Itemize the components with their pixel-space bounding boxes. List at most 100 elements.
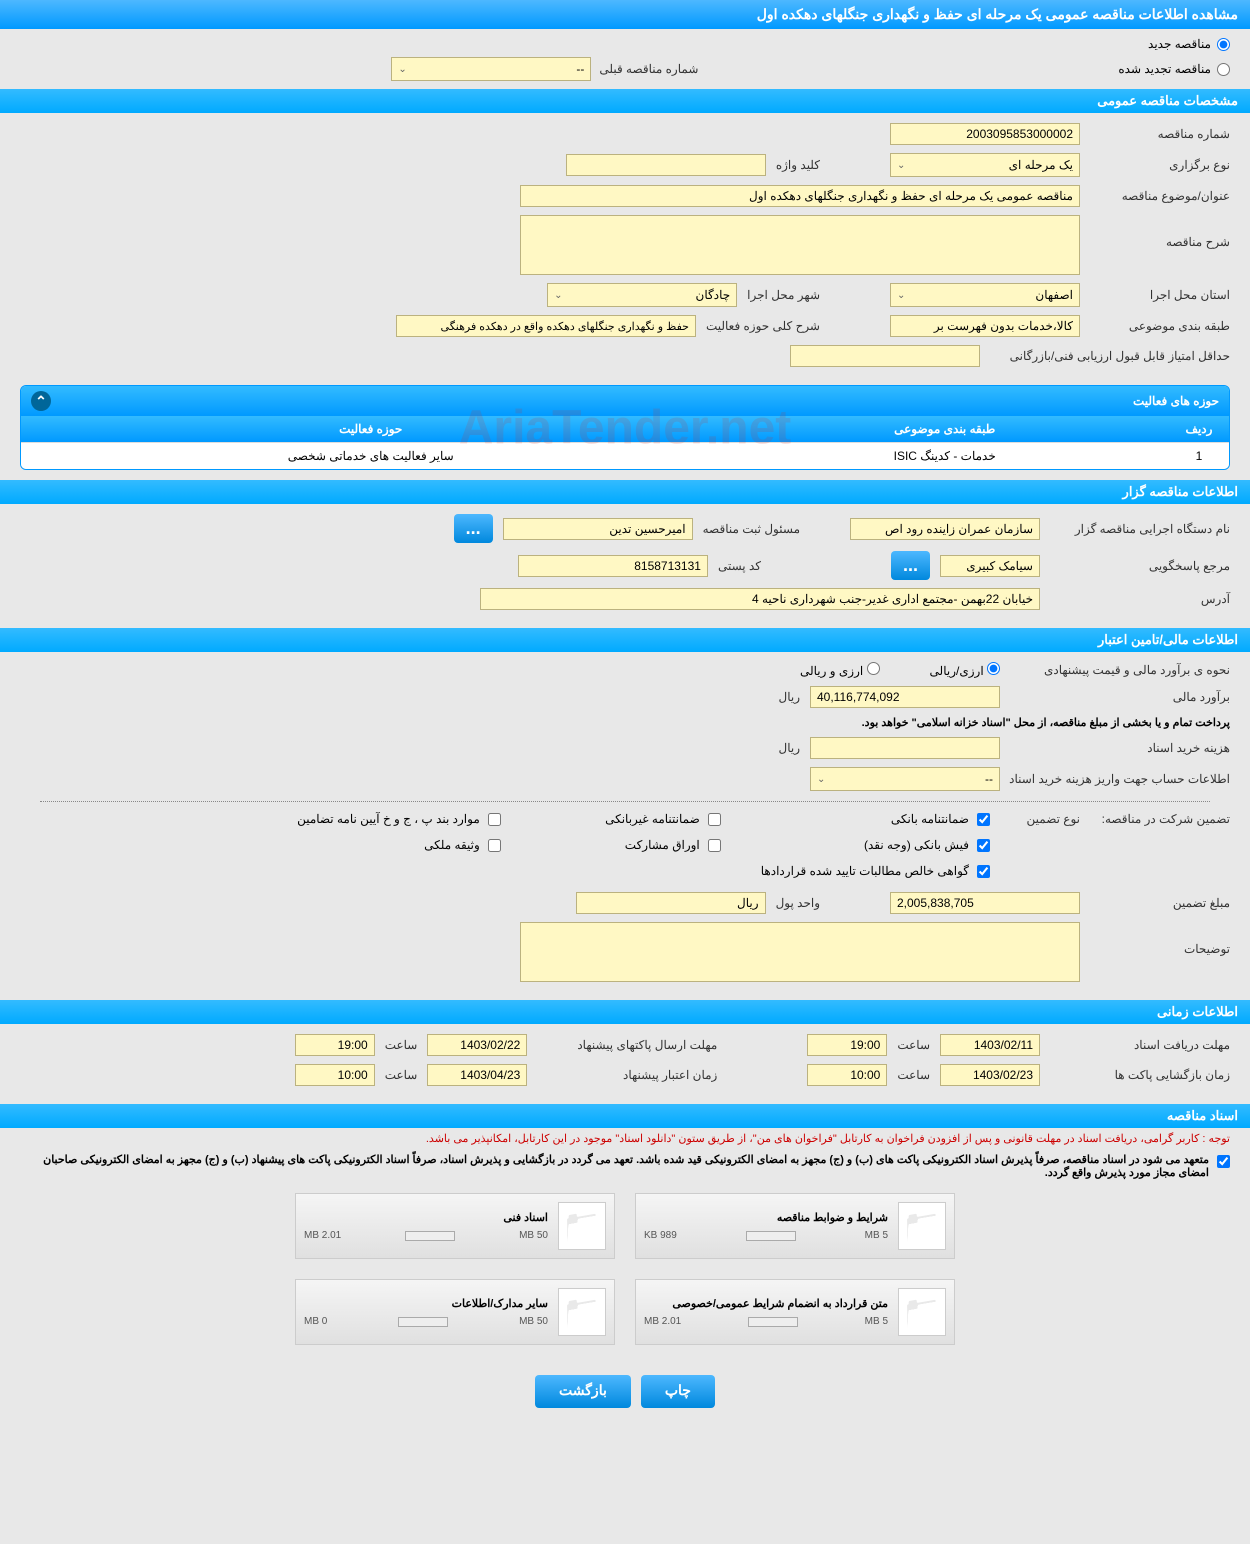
- doc-fee-account-select[interactable]: -- ⌄: [810, 767, 1000, 791]
- time-label-3: ساعت: [897, 1068, 930, 1082]
- col-category: طبقه بندی موضوعی: [720, 416, 1169, 443]
- doc-title: متن قرارداد به انضمام شرایط عمومی/خصوصی: [644, 1297, 888, 1310]
- province-value: اصفهان: [1035, 288, 1073, 302]
- more-button[interactable]: ...: [454, 514, 493, 543]
- section-documents-header: اسناد مناقصه: [0, 1104, 1250, 1128]
- section-organizer-header: اطلاعات مناقصه گزار: [0, 480, 1250, 504]
- postal-code-field: 8158713131: [518, 555, 708, 577]
- registrar-label: مسئول ثبت مناقصه: [703, 522, 800, 536]
- col-activity: حوزه فعالیت: [21, 416, 720, 443]
- folder-icon: [558, 1288, 606, 1336]
- responder-field: سیامک کبیری: [940, 555, 1040, 577]
- doc-size: 0 MB: [304, 1316, 327, 1327]
- doc-fee-field[interactable]: [810, 737, 1000, 759]
- min-score-label: حداقل امتیاز قابل قبول ارزیابی فنی/بازرگ…: [990, 349, 1230, 363]
- keyword-label: کلید واژه: [776, 158, 820, 172]
- section-financial-header: اطلاعات مالی/تامین اعتبار: [0, 628, 1250, 652]
- prev-number-select[interactable]: -- ⌄: [391, 57, 591, 81]
- doc-fee-account-label: اطلاعات حساب جهت واریز هزینه خرید اسناد: [1010, 772, 1230, 786]
- guarantee-label: تضمین شرکت در مناقصه:: [1090, 812, 1230, 826]
- doc-card[interactable]: متن قرارداد به انضمام شرایط عمومی/خصوصی …: [635, 1279, 955, 1345]
- responder-label: مرجع پاسخگویی: [1050, 559, 1230, 573]
- province-select[interactable]: اصفهان ⌄: [890, 283, 1080, 307]
- address-field: خیابان 22بهمن -مجتمع اداری غدیر-جنب شهرد…: [480, 588, 1040, 610]
- more-button-2[interactable]: ...: [891, 551, 930, 580]
- province-label: استان محل اجرا: [1090, 288, 1230, 302]
- activity-scope-label: شرح کلی حوزه فعالیت: [706, 319, 820, 333]
- validity-date: 1403/04/23: [427, 1064, 527, 1086]
- guarantee-amount-field: 2,005,838,705: [890, 892, 1080, 914]
- estimate-label: برآورد مالی: [1010, 690, 1230, 704]
- doc-deadline-label: مهلت دریافت اسناد: [1050, 1038, 1230, 1052]
- doc-title: سایر مدارک/اطلاعات: [304, 1297, 548, 1310]
- doc-size: 989 KB: [644, 1230, 677, 1241]
- commitment-text: متعهد می شود در اسناد مناقصه، صرفاً پذیر…: [20, 1153, 1209, 1179]
- guarantee-type-label: نوع تضمین: [1000, 812, 1080, 826]
- table-row: 1 خدمات - کدینگ ISIC سایر فعالیت های خدم…: [21, 443, 1229, 470]
- time-label-1: ساعت: [897, 1038, 930, 1052]
- doc-fee-account-value: --: [985, 772, 993, 786]
- packet-deadline-label: مهلت ارسال پاکتهای پیشنهاد: [537, 1038, 717, 1052]
- page-title: مشاهده اطلاعات مناقصه عمومی یک مرحله ای …: [0, 0, 1250, 29]
- cb-bank-receipt[interactable]: فیش بانکی (وجه نقد): [761, 838, 990, 852]
- validity-label: زمان اعتبار پیشنهاد: [537, 1068, 717, 1082]
- chevron-down-icon: ⌄: [817, 774, 825, 785]
- cell-row: 1: [1169, 443, 1229, 470]
- radio-renewed-tender[interactable]: مناقصه تجدید شده: [1118, 62, 1230, 76]
- executive-field: سازمان عمران زاینده رود اص: [850, 518, 1040, 540]
- hold-type-value: یک مرحله ای: [1009, 158, 1073, 172]
- section-general-header: مشخصات مناقصه عمومی: [0, 89, 1250, 113]
- chevron-down-icon: ⌄: [897, 290, 905, 301]
- doc-size: 2.01 MB: [304, 1230, 341, 1241]
- city-value: چادگان: [696, 288, 731, 302]
- chevron-down-icon: ⌄: [897, 160, 905, 171]
- radio-renewed-input[interactable]: [1217, 63, 1230, 76]
- notes-textarea[interactable]: [520, 922, 1080, 982]
- city-select[interactable]: چادگان ⌄: [547, 283, 737, 307]
- notes-label: توضیحات: [1090, 922, 1230, 956]
- doc-max: 5 MB: [865, 1230, 888, 1241]
- doc-deadline-time: 19:00: [807, 1034, 887, 1056]
- min-score-field[interactable]: [790, 345, 980, 367]
- open-time-date: 1403/02/23: [940, 1064, 1040, 1086]
- section-timing-header: اطلاعات زمانی: [0, 1000, 1250, 1024]
- hold-type-select[interactable]: یک مرحله ای ⌄: [890, 153, 1080, 177]
- description-textarea[interactable]: [520, 215, 1080, 275]
- doc-card[interactable]: اسناد فنی 50 MB 2.01 MB: [295, 1193, 615, 1259]
- cb-property[interactable]: وثیقه ملکی: [297, 838, 501, 852]
- cb-bonds[interactable]: اوراق مشارکت: [541, 838, 721, 852]
- guarantee-amount-label: مبلغ تضمین: [1090, 896, 1230, 910]
- progress-bar: [748, 1317, 798, 1327]
- progress-bar: [398, 1317, 448, 1327]
- doc-deadline-date: 1403/02/11: [940, 1034, 1040, 1056]
- radio-new-input[interactable]: [1217, 38, 1230, 51]
- collapse-icon[interactable]: ⌃: [31, 391, 51, 411]
- keyword-field[interactable]: [566, 154, 766, 176]
- time-label-2: ساعت: [385, 1038, 418, 1052]
- folder-icon: [898, 1202, 946, 1250]
- subject-field[interactable]: مناقصه عمومی یک مرحله ای حفظ و نگهداری ج…: [520, 185, 1080, 207]
- commitment-checkbox[interactable]: [1217, 1155, 1230, 1168]
- radio-currency[interactable]: ارزی و ریالی: [800, 662, 880, 678]
- cb-bylaw[interactable]: موارد بند پ ، ج و خ آیین نامه تضامین: [297, 812, 501, 826]
- section-activity-header: حوزه های فعالیت: [1133, 394, 1219, 408]
- doc-card[interactable]: سایر مدارک/اطلاعات 50 MB 0 MB: [295, 1279, 615, 1345]
- doc-title: شرایط و ضوابط مناقصه: [644, 1211, 888, 1224]
- radio-new-tender[interactable]: مناقصه جدید: [1148, 37, 1230, 51]
- folder-icon: [898, 1288, 946, 1336]
- category-field: کالا،خدمات بدون فهرست بر: [890, 315, 1080, 337]
- doc-max: 50 MB: [519, 1230, 548, 1241]
- cb-net-claims[interactable]: گواهی خالص مطالبات تایید شده قراردادها: [761, 864, 990, 878]
- doc-max: 5 MB: [865, 1316, 888, 1327]
- registrar-field: امیرحسین تدین: [503, 518, 693, 540]
- open-time-label: زمان بازگشایی پاکت ها: [1050, 1068, 1230, 1082]
- currency-unit-2: ریال: [778, 741, 800, 755]
- doc-card[interactable]: شرایط و ضوابط مناقصه 5 MB 989 KB: [635, 1193, 955, 1259]
- back-button[interactable]: بازگشت: [535, 1375, 631, 1408]
- cb-bank-guarantee[interactable]: ضمانتنامه بانکی: [761, 812, 990, 826]
- radio-rial[interactable]: ارزی/ریالی: [930, 662, 1000, 678]
- postal-code-label: کد پستی: [718, 559, 761, 573]
- cb-nonbank[interactable]: ضمانتنامه غیربانکی: [541, 812, 721, 826]
- print-button[interactable]: چاپ: [641, 1375, 715, 1408]
- activity-table-wrap: حوزه های فعالیت ⌃ ردیف طبقه بندی موضوعی …: [20, 385, 1230, 470]
